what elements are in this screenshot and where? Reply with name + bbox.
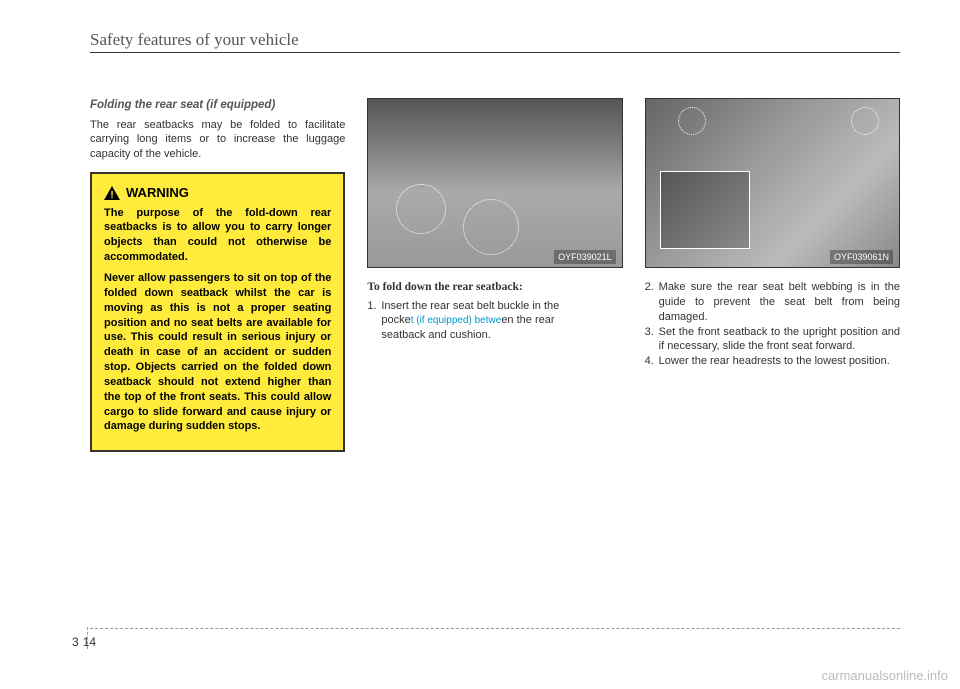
page-header: Safety features of your vehicle	[90, 30, 900, 53]
column-3: OYF039061N 2. Make sure the rear seat be…	[645, 98, 900, 452]
step-1-line2b: en the rear	[501, 314, 554, 326]
step-1-line3: seatback and cushion.	[381, 329, 490, 341]
svg-text:!: !	[110, 190, 113, 200]
highlight-circle-icon	[463, 199, 519, 255]
step-1-text: Insert the rear seat belt buckle in the …	[381, 299, 622, 344]
step-1-line1: Insert the rear seat belt buckle in the	[381, 300, 559, 312]
step-3: 3. Set the front seatback to the upright…	[645, 325, 900, 355]
footer-rule	[90, 628, 900, 629]
intro-paragraph: The rear seatbacks may be folded to faci…	[90, 118, 345, 163]
highlight-circle-icon	[678, 107, 706, 135]
column-2: OYF039021L To fold down the rear seatbac…	[367, 98, 622, 452]
highlight-circle-icon	[851, 107, 879, 135]
warning-box: ! WARNING The purpose of the fold-down r…	[90, 172, 345, 452]
step-1-line2a: pocke	[381, 314, 410, 326]
figure-label-2: OYF039061N	[830, 250, 893, 264]
step-2-text: Make sure the rear seat belt webbing is …	[659, 280, 900, 325]
step-1: 1. Insert the rear seat belt buckle in t…	[367, 299, 622, 344]
step-4: 4. Lower the rear headrests to the lowes…	[645, 354, 900, 369]
figure-seat-guide: OYF039061N	[645, 98, 900, 268]
warning-header: ! WARNING	[104, 184, 331, 202]
warning-para-1: The purpose of the fold-down rear seatba…	[104, 206, 331, 265]
step-2: 2. Make sure the rear seat belt webbing …	[645, 280, 900, 325]
figure-seat-buckle: OYF039021L	[367, 98, 622, 268]
section-number: 3	[72, 635, 83, 649]
header-title: Safety features of your vehicle	[90, 30, 299, 53]
step-3-number: 3.	[645, 325, 659, 355]
step-4-number: 4.	[645, 354, 659, 369]
figure-label-1: OYF039021L	[554, 250, 616, 264]
warning-title: WARNING	[126, 184, 189, 202]
source-watermark: carmanualsonline.info	[822, 668, 948, 683]
warning-text: The purpose of the fold-down rear seatba…	[104, 206, 331, 435]
warning-para-2: Never allow passengers to sit on top of …	[104, 271, 331, 434]
step-3-text: Set the front seatback to the upright po…	[659, 325, 900, 355]
manual-page: Safety features of your vehicle Folding …	[0, 0, 960, 689]
step-2-number: 2.	[645, 280, 659, 325]
highlight-circle-icon	[396, 184, 446, 234]
warning-triangle-icon: !	[104, 186, 120, 200]
subheading-folding: Folding the rear seat (if equipped)	[90, 98, 345, 114]
page-number: 314	[72, 635, 96, 649]
step-4-text: Lower the rear headrests to the lowest p…	[659, 354, 900, 369]
column-1: Folding the rear seat (if equipped) The …	[90, 98, 345, 452]
content-columns: Folding the rear seat (if equipped) The …	[90, 98, 900, 452]
figure-inset	[660, 171, 750, 249]
fold-heading: To fold down the rear seatback:	[367, 280, 622, 296]
watermark-link: t (if equipped) betwe	[411, 315, 502, 326]
page-num: 14	[83, 635, 96, 649]
step-1-number: 1.	[367, 299, 381, 344]
